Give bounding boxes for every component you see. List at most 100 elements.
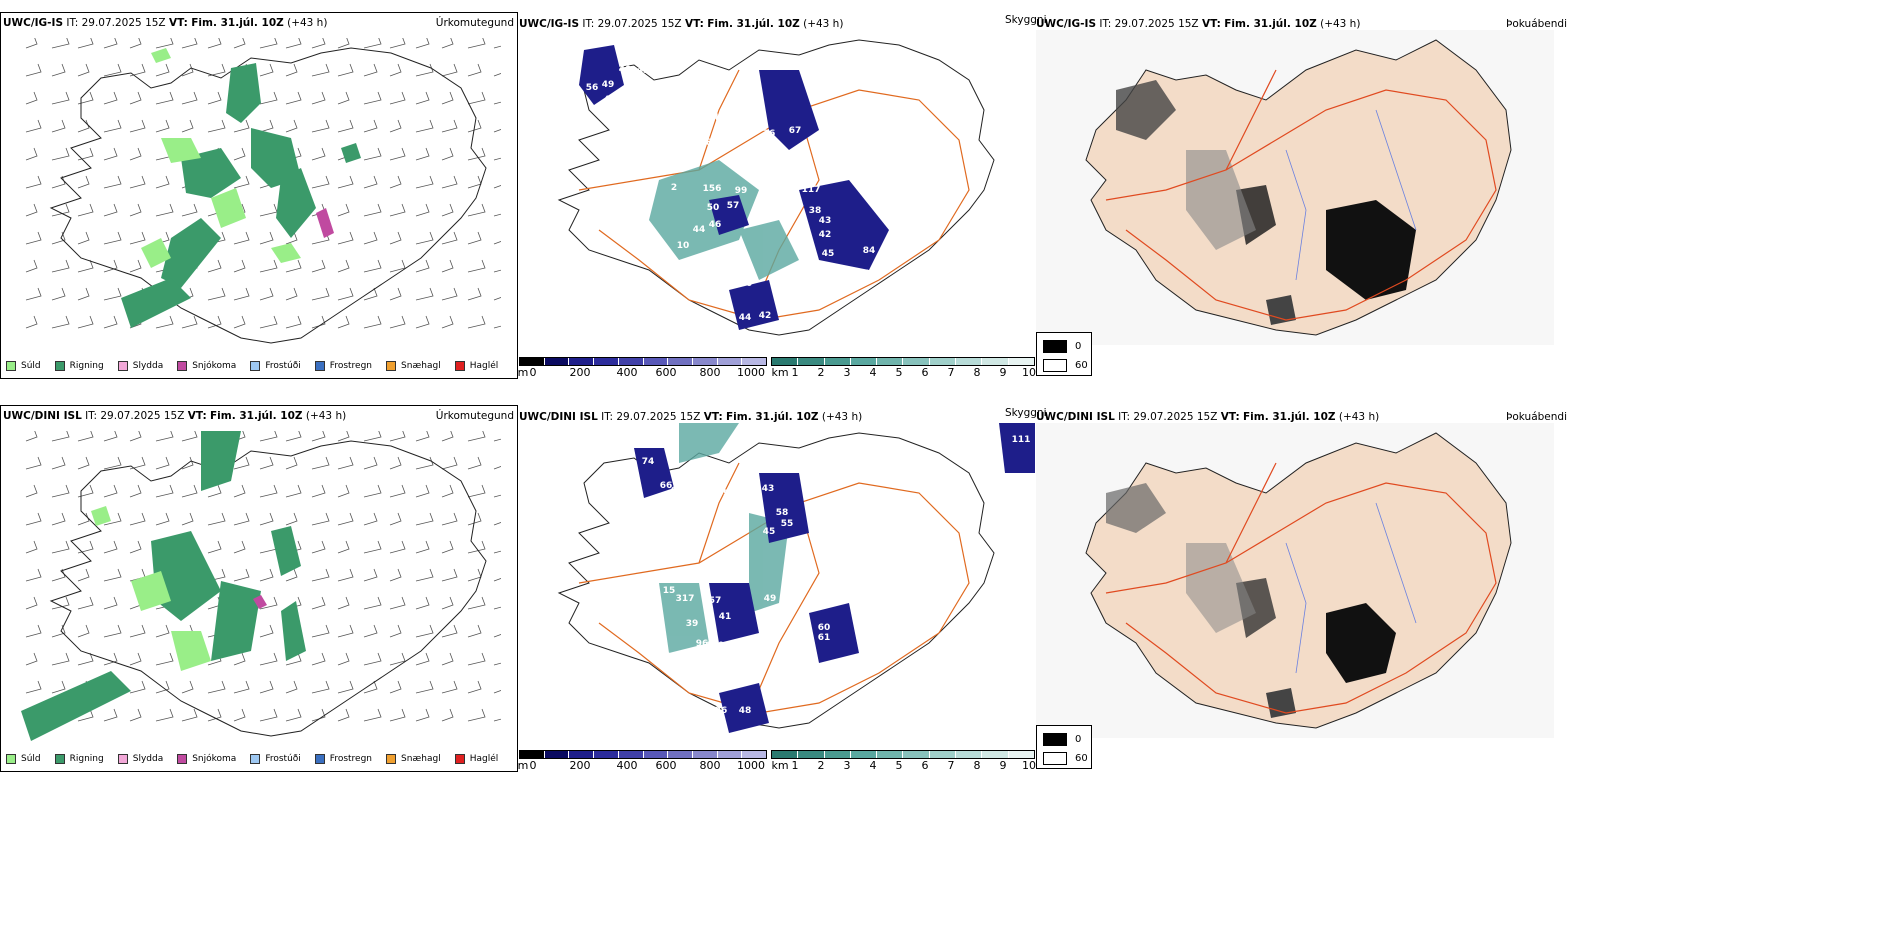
wind-barb xyxy=(129,624,146,638)
wind-barb xyxy=(77,119,90,133)
visibility-value-label: 57 xyxy=(727,201,740,211)
iceland-coastline xyxy=(49,47,487,344)
wind-barb xyxy=(51,63,66,77)
wind-barb xyxy=(77,147,94,161)
wind-barb xyxy=(77,175,90,189)
wind-barb xyxy=(233,315,246,329)
visibility-value-label: 60 xyxy=(818,623,831,633)
wind-barb xyxy=(337,456,354,470)
wind-barb xyxy=(467,315,486,329)
wind-barb xyxy=(51,596,70,610)
wind-barb xyxy=(233,456,250,470)
legend-dark-swatch xyxy=(1043,340,1067,353)
wind-barb xyxy=(363,63,378,77)
visibility-value-label: 66 xyxy=(660,481,673,491)
wind-barb xyxy=(415,596,430,610)
wind-barb xyxy=(441,512,458,526)
wind-barb xyxy=(285,680,298,694)
vt-value: Fim. 31.júl. 10Z xyxy=(707,18,800,30)
wind-barb xyxy=(259,456,274,470)
legend-item-rain: Rigning xyxy=(54,361,104,371)
wind-barb xyxy=(155,175,170,189)
wind-barb xyxy=(207,38,222,49)
wind-barb xyxy=(259,624,274,638)
vt-label: VT: xyxy=(1201,18,1221,30)
wind-barb xyxy=(311,540,326,554)
wind-barb xyxy=(103,484,118,498)
wind-barb xyxy=(103,91,118,105)
wind-barb xyxy=(493,634,501,638)
sleet-area xyxy=(316,208,334,238)
wind-barb xyxy=(389,287,402,301)
wind-barb xyxy=(103,624,122,638)
wind-barb xyxy=(259,596,278,610)
visibility-value-label: 45 xyxy=(763,527,776,537)
wind-barb xyxy=(155,315,174,329)
wind-barb xyxy=(181,512,194,526)
wind-barb xyxy=(441,38,454,49)
wind-barb xyxy=(129,680,146,694)
road-network xyxy=(1105,69,1497,321)
wind-barb xyxy=(129,540,142,554)
lead-time: (+43 h) xyxy=(803,18,844,30)
wind-barb xyxy=(25,568,42,582)
wind-barb xyxy=(467,91,486,105)
visibility-value-label: 57 xyxy=(621,48,634,58)
legend-light-label: 60 xyxy=(1075,360,1088,371)
it-value: 29.07.2025 15Z xyxy=(616,411,701,423)
panel-header: UWC/DINI ISL IT: 29.07.2025 15Z VT: Fim.… xyxy=(519,411,862,423)
legend-swatch xyxy=(250,754,261,764)
iceland-coastline xyxy=(557,39,995,336)
wind-barb xyxy=(233,568,250,582)
visibility-value-label: 148 xyxy=(630,551,649,561)
iceland-fog-index-map xyxy=(1036,423,1554,738)
visibility-value-label: 84 xyxy=(863,246,876,256)
wind-barb xyxy=(337,91,350,105)
wind-barb xyxy=(441,431,454,442)
legend-swatch xyxy=(454,361,465,371)
wind-barb xyxy=(337,203,350,217)
wind-barb xyxy=(77,63,90,77)
precip-type-panel-1: UWC/IG-IS IT: 29.07.2025 15Z VT: Fim. 31… xyxy=(0,12,518,379)
iceland-precip-map xyxy=(25,38,501,344)
wind-barb xyxy=(337,624,354,638)
wind-barb xyxy=(389,596,406,610)
wind-barb xyxy=(51,91,70,105)
iceland-precip-map xyxy=(21,431,501,741)
wind-barb xyxy=(415,568,434,582)
legend-item-drizzle: Súld xyxy=(6,361,41,371)
wind-barb xyxy=(311,596,326,610)
tick: 0 xyxy=(529,366,537,379)
wind-barb xyxy=(493,185,501,189)
wind-barb xyxy=(415,624,434,638)
wind-barb xyxy=(51,315,70,329)
wind-barb xyxy=(207,708,222,722)
wind-barb xyxy=(103,540,118,554)
wind-barb xyxy=(389,652,406,666)
wind-barb xyxy=(103,708,118,722)
wind-barb xyxy=(415,540,430,554)
visibility-value-label: 36 xyxy=(763,129,776,139)
legend-item-rain: Rigning xyxy=(54,754,104,764)
wind-barb xyxy=(51,680,66,694)
legend-item-hail: Haglél xyxy=(454,361,498,371)
wind-barb xyxy=(77,203,94,217)
tick: 1 xyxy=(791,366,799,379)
visibility-value-label: 2 xyxy=(671,183,677,193)
wind-barb xyxy=(389,259,406,273)
wind-barb xyxy=(337,259,350,273)
legend-label: Snæhagl xyxy=(401,754,441,764)
wind-barb xyxy=(441,91,454,105)
wind-barb xyxy=(467,568,482,582)
tick: 400 xyxy=(616,366,638,379)
wind-barb xyxy=(311,512,330,526)
tick: 200 xyxy=(569,366,591,379)
legend-label: Frostúði xyxy=(265,361,301,371)
wind-barb xyxy=(311,38,326,49)
tick: 400 xyxy=(616,759,638,772)
wind-barb xyxy=(129,203,142,217)
legend-swatch xyxy=(117,361,128,371)
wind-barb xyxy=(311,456,330,470)
wind-barb xyxy=(337,431,350,442)
wind-barb xyxy=(103,431,118,442)
